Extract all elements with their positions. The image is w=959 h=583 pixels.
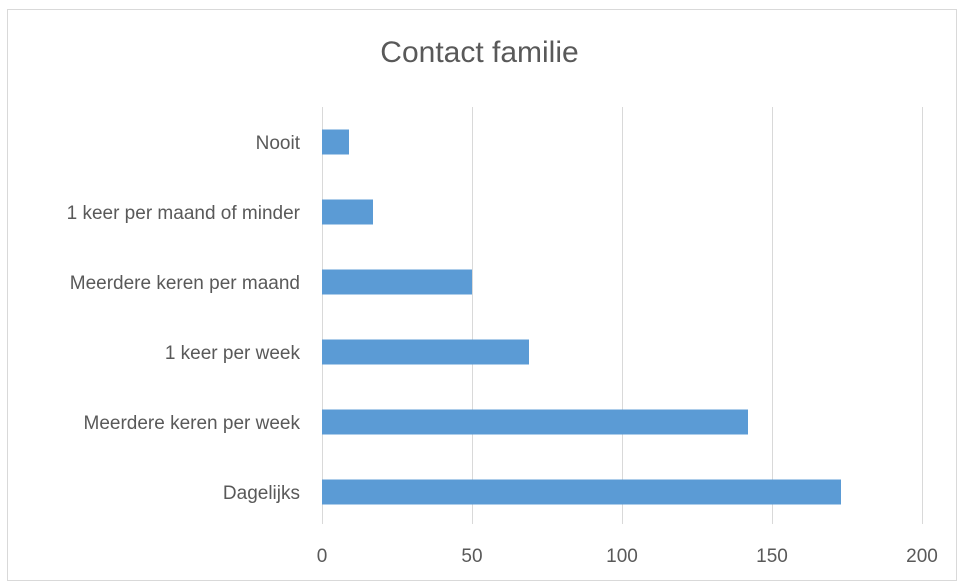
category-label: 1 keer per week: [165, 343, 301, 364]
category-label: 1 keer per maand of minder: [67, 203, 301, 224]
x-tick-label: 50: [461, 546, 482, 567]
category-label: Meerdere keren per maand: [70, 273, 300, 294]
category-label: Nooit: [256, 133, 301, 154]
bar: [322, 269, 472, 295]
x-tick-label: 150: [756, 546, 788, 567]
category-label: Dagelijks: [223, 483, 300, 504]
bar: [322, 129, 349, 155]
bar: [322, 199, 373, 225]
x-tick-label: 200: [906, 546, 938, 567]
bar: [322, 339, 529, 365]
category-label: Meerdere keren per week: [84, 413, 301, 434]
bar: [322, 479, 841, 505]
chart-title: Contact familie: [380, 36, 579, 69]
bar: [322, 409, 748, 435]
x-tick-label: 0: [317, 546, 328, 567]
x-tick-label: 100: [606, 546, 638, 567]
